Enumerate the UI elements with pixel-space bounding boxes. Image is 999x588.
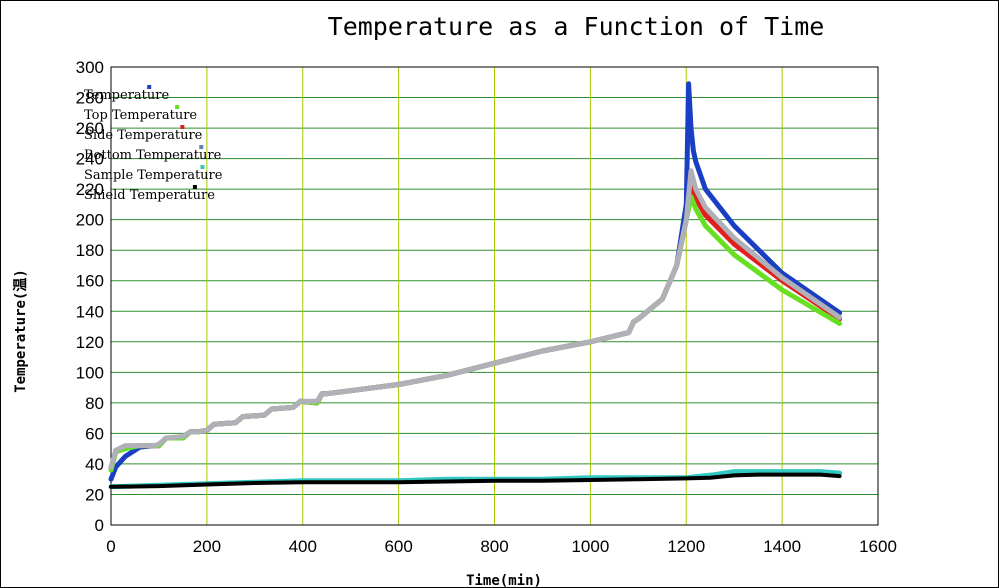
y-axis-label: Temperature(温): [13, 269, 29, 393]
y-tick-label: 40: [85, 455, 104, 474]
legend-item: Temperature: [84, 85, 169, 103]
x-tick-label: 1600: [859, 537, 897, 556]
legend-label: Sample Temperature: [84, 168, 223, 183]
series-line-temperature: [108, 81, 843, 482]
y-tick-label: 180: [76, 241, 104, 260]
y-tick-label: 0: [95, 516, 104, 535]
legend-item: Shield Temperature: [84, 185, 215, 203]
legend-marker: [192, 185, 197, 189]
y-tick-label: 220: [76, 180, 104, 199]
legend-marker: [180, 125, 185, 129]
y-tick-label: 260: [76, 119, 104, 138]
tick-labels: 0 200 400 600 800 1000 1200 1400 1600 0 20 40 60 80 10…: [76, 58, 897, 556]
x-tick-label: 1400: [763, 537, 801, 556]
legend-item: Side Temperature: [84, 125, 203, 143]
y-tick-label: 200: [76, 211, 104, 230]
plot-area-border: [110, 66, 879, 526]
x-tick-label: 400: [289, 537, 317, 556]
series-line-unnamed: [108, 168, 843, 470]
legend: Temperature Top Temperature Side Temperatu…: [84, 85, 223, 203]
y-tick-label: 80: [85, 394, 104, 413]
legend-marker: [175, 105, 180, 109]
legend-label: Temperature: [84, 88, 169, 103]
y-tick-label: 160: [76, 272, 104, 291]
x-tick-label: 1000: [571, 537, 609, 556]
legend-label: Side Temperature: [84, 128, 203, 143]
y-tick-label: 240: [76, 150, 104, 169]
legend-item: Top Temperature: [84, 105, 197, 123]
x-tick-label: 200: [193, 537, 221, 556]
grid: [111, 67, 878, 525]
y-tick-label: 120: [76, 333, 104, 352]
y-tick-label: 280: [76, 89, 104, 108]
y-tick-label: 100: [76, 363, 104, 382]
legend-marker: [147, 85, 152, 89]
legend-label: Bottom Temperature: [84, 148, 222, 163]
x-axis-label: Time(min): [466, 573, 542, 587]
y-tick-label: 300: [76, 58, 104, 77]
legend-item: Sample Temperature: [84, 165, 223, 183]
y-tick-label: 140: [76, 302, 104, 321]
chart-title: Temperature as a Function of Time: [328, 12, 825, 41]
legend-label: Shield Temperature: [84, 188, 215, 203]
y-tick-label: 20: [85, 485, 104, 504]
legend-item: Bottom Temperature: [84, 145, 222, 163]
x-tick-label: 1200: [667, 537, 705, 556]
legend-marker: [200, 165, 205, 169]
series-group: [108, 81, 843, 490]
x-tick-label: 800: [480, 537, 508, 556]
series-line-shield-temperature: [109, 472, 842, 489]
legend-label: Top Temperature: [84, 108, 197, 123]
y-tick-label: 60: [85, 424, 104, 443]
legend-marker: [199, 145, 204, 149]
x-tick-label: 0: [106, 537, 115, 556]
x-tick-label: 600: [384, 537, 412, 556]
